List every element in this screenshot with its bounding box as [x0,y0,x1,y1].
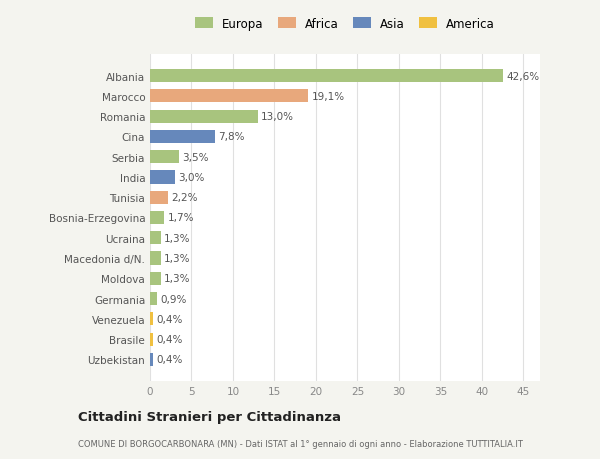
Bar [150,110,258,123]
Bar [150,70,503,83]
Bar [150,313,154,326]
Legend: Europa, Africa, Asia, America: Europa, Africa, Asia, America [193,15,497,33]
Text: 0,4%: 0,4% [157,314,183,324]
Bar [150,212,164,224]
Text: 1,3%: 1,3% [164,233,191,243]
Text: 19,1%: 19,1% [312,92,345,102]
Bar [150,191,168,204]
Text: 0,9%: 0,9% [161,294,187,304]
Text: 1,3%: 1,3% [164,274,191,284]
Text: 42,6%: 42,6% [507,72,540,81]
Bar [150,232,161,245]
Bar [150,90,308,103]
Text: 1,3%: 1,3% [164,253,191,263]
Bar [150,333,154,346]
Bar [150,151,179,164]
Text: 0,4%: 0,4% [157,334,183,344]
Text: 3,0%: 3,0% [178,173,205,183]
Bar [150,292,157,306]
Text: 3,5%: 3,5% [182,152,209,162]
Bar [150,252,161,265]
Text: 7,8%: 7,8% [218,132,245,142]
Text: COMUNE DI BORGOCARBONARA (MN) - Dati ISTAT al 1° gennaio di ogni anno - Elaboraz: COMUNE DI BORGOCARBONARA (MN) - Dati IST… [78,439,523,448]
Text: 2,2%: 2,2% [172,193,198,203]
Text: 13,0%: 13,0% [261,112,294,122]
Text: 1,7%: 1,7% [167,213,194,223]
Text: Cittadini Stranieri per Cittadinanza: Cittadini Stranieri per Cittadinanza [78,410,341,423]
Text: 0,4%: 0,4% [157,355,183,364]
Bar [150,130,215,144]
Bar [150,353,154,366]
Bar [150,171,175,184]
Bar [150,272,161,285]
